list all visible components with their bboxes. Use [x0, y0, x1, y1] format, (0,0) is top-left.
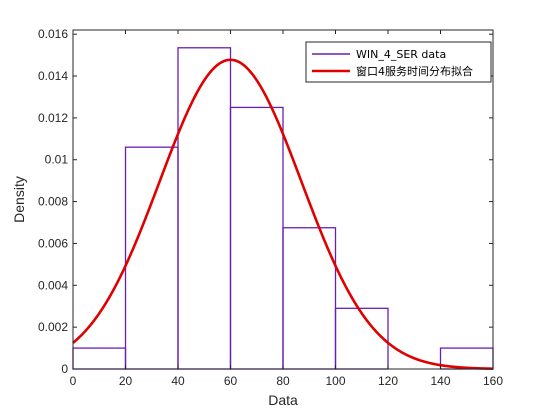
legend-label-histogram: WIN_4_SER data	[356, 48, 446, 61]
y-axis-label: Density	[11, 176, 27, 223]
y-tick-label: 0.016	[38, 27, 68, 41]
x-tick-label: 20	[119, 374, 133, 388]
y-tick-label: 0.002	[38, 320, 68, 334]
y-tick-label: 0.01	[45, 153, 69, 167]
x-tick-label: 100	[325, 374, 345, 388]
y-tick-label: 0.012	[38, 111, 68, 125]
x-tick-label: 0	[70, 374, 77, 388]
legend: WIN_4_SER data 窗口4服务时间分布拟合	[305, 41, 492, 83]
x-tick-label: 120	[378, 374, 398, 388]
y-tick-label: 0.004	[38, 278, 68, 292]
x-tick-label: 160	[483, 374, 503, 388]
x-tick-label: 40	[171, 374, 185, 388]
fit-curve-group	[72, 58, 494, 370]
y-tick-label: 0.006	[38, 236, 68, 250]
y-ticks: 0 0.002 0.004 0.006 0.008 0.01 0.012 0.014 0.016	[38, 27, 493, 376]
legend-box	[305, 41, 492, 83]
fit-curve	[72, 58, 494, 370]
y-tick-label: 0.008	[38, 195, 68, 209]
x-tick-label: 80	[276, 374, 290, 388]
x-tick-label: 140	[430, 374, 450, 388]
x-ticks: 0 20 40 60 80 100 120 140 160	[70, 30, 503, 388]
x-axis-label: Data	[268, 392, 298, 408]
y-tick-label: 0	[61, 362, 68, 376]
y-tick-label: 0.014	[38, 69, 68, 83]
x-tick-label: 60	[224, 374, 238, 388]
legend-label-fit: 窗口4服务时间分布拟合	[356, 64, 473, 78]
